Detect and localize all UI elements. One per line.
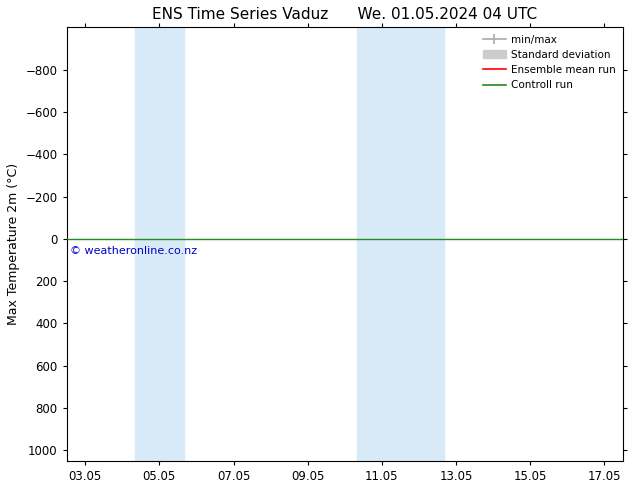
- Title: ENS Time Series Vaduz      We. 01.05.2024 04 UTC: ENS Time Series Vaduz We. 01.05.2024 04 …: [152, 7, 538, 22]
- Text: © weatheronline.co.nz: © weatheronline.co.nz: [70, 245, 197, 255]
- Y-axis label: Max Temperature 2m (°C): Max Temperature 2m (°C): [7, 163, 20, 325]
- Legend: min/max, Standard deviation, Ensemble mean run, Controll run: min/max, Standard deviation, Ensemble me…: [479, 30, 620, 95]
- Bar: [134, 27, 184, 461]
- Bar: [357, 27, 444, 461]
